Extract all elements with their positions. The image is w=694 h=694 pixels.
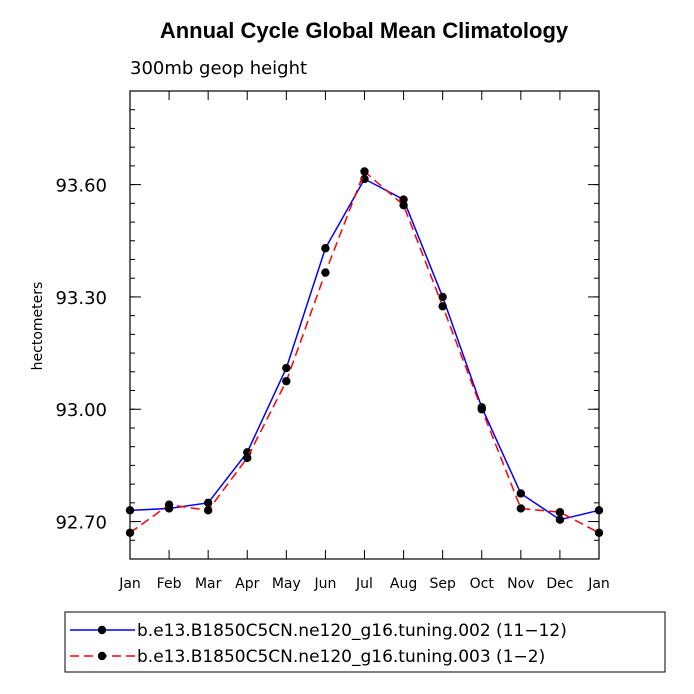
x-tick-label: Feb [157, 576, 182, 592]
series-2-point [360, 167, 369, 176]
series-2-point [282, 376, 291, 386]
series-1-point [516, 489, 526, 498]
series-2-point [164, 500, 174, 509]
series-1-point [360, 174, 369, 184]
chart-subtitle: 300mb geop height [130, 58, 307, 79]
series-2-point [438, 302, 447, 311]
legend-label-1: b.e13.B1850C5CN.ne120_g16.tuning.002 (11… [137, 621, 567, 641]
series-1-point [555, 515, 565, 524]
series-1-point [282, 363, 291, 373]
series-line-1 [129, 177, 600, 521]
x-tick-label: Sep [429, 576, 456, 592]
series-2-point [243, 453, 252, 463]
y-tick-label: 93.00 [55, 400, 107, 421]
legend-box [64, 611, 666, 673]
plot-frame [129, 90, 600, 560]
series-1-point [203, 498, 213, 508]
x-tick-label: Mar [195, 576, 222, 592]
x-tick-label: Jul [355, 576, 373, 592]
y-tick-label: 93.60 [55, 176, 107, 197]
series-1-point [594, 506, 604, 515]
series-2-point [399, 200, 408, 210]
series-2-point [594, 528, 604, 537]
y-tick-label: 92.70 [55, 513, 107, 534]
x-tick-label: Jun [313, 576, 336, 592]
series-2-point [321, 268, 330, 277]
series-2-point [203, 506, 213, 515]
y-axis-label: hectometers [30, 282, 46, 371]
series-1-point [438, 292, 447, 302]
series-2-point [555, 508, 565, 517]
series-line-2 [129, 170, 600, 534]
x-tick-label: Oct [470, 576, 495, 592]
legend-marker-1 [97, 625, 107, 635]
x-tick-label: Aug [390, 576, 417, 592]
plot-area: Jan Feb Mar Apr May Jun Jul Aug Sep Oct Nov Dec Jan 9… [55, 90, 610, 592]
x-tick-label: Dec [546, 576, 573, 592]
x-tick-label: Nov [507, 576, 534, 592]
chart-title: Annual Cycle Global Mean Climatology [160, 18, 569, 43]
legend-marker-2 [97, 651, 107, 661]
series-2-point [516, 504, 526, 513]
legend: b.e13.B1850C5CN.ne120_g16.tuning.002 (11… [64, 611, 666, 673]
series-1-point [321, 244, 330, 253]
x-tick-label: Jan [587, 576, 610, 592]
series-1-point [125, 506, 135, 515]
series-2-point [125, 528, 135, 537]
x-tick-label: May [272, 576, 301, 592]
x-tick-label: Apr [235, 576, 259, 592]
legend-label-2: b.e13.B1850C5CN.ne120_g16.tuning.003 (1−… [137, 647, 545, 667]
x-tick-label: Jan [118, 576, 141, 592]
y-tick-label: 93.30 [55, 288, 107, 309]
series-2-point [477, 405, 486, 414]
